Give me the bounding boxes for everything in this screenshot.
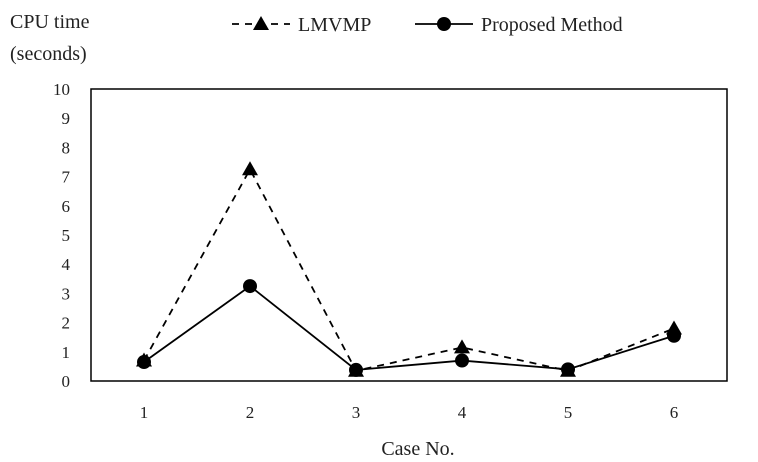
proposed-method-point-marker: [667, 328, 681, 343]
x-tick-label: 6: [670, 403, 679, 422]
y-axis-title-line1: CPU time: [10, 11, 90, 33]
y-tick-label: 5: [62, 226, 71, 245]
y-tick-label: 2: [62, 314, 71, 333]
y-tick-label: 3: [62, 284, 71, 303]
series-layer: [136, 161, 682, 377]
y-tick-label: 0: [62, 372, 71, 391]
x-tick-label: 1: [140, 403, 149, 422]
y-tick-label: 6: [62, 197, 71, 216]
y-tick-label: 4: [62, 255, 71, 274]
x-tick-label: 5: [564, 403, 573, 422]
legend: LMVMP Proposed Method: [232, 14, 623, 36]
y-tick-label: 10: [53, 80, 70, 99]
x-tick-label: 3: [352, 403, 361, 422]
y-tick-label: 8: [62, 138, 71, 157]
lmvmp-point-marker: [454, 339, 470, 354]
y-tick-label: 1: [62, 343, 71, 362]
x-tick-label: 2: [246, 403, 255, 422]
y-axis-title-line2: (seconds): [10, 43, 87, 65]
y-tick-label: 9: [62, 109, 71, 128]
lmvmp-point-marker: [242, 161, 258, 176]
legend-lmvmp-label: LMVMP: [298, 14, 371, 36]
y-tick-label: 7: [62, 168, 71, 187]
plot-area-frame: [90, 88, 728, 382]
series-line-proposed-method: [143, 284, 675, 371]
legend-proposed-circle-icon: [437, 17, 451, 31]
series-line-lmvmp: [143, 167, 675, 372]
proposed-method-point-marker: [455, 353, 469, 368]
legend-proposed-label: Proposed Method: [481, 14, 623, 36]
proposed-method-point-marker: [137, 355, 151, 370]
x-axis-ticks: 1 2 3 4 5 6: [140, 403, 679, 422]
x-axis-title: Case No.: [381, 438, 454, 460]
proposed-method-point-marker: [243, 279, 257, 294]
legend-lmvmp-triangle-icon: [253, 16, 269, 30]
proposed-method-point-marker: [349, 362, 363, 377]
proposed-method-point-marker: [561, 362, 575, 377]
x-tick-label: 4: [458, 403, 467, 422]
y-axis-ticks: 0 1 2 3 4 5 6 7 8 9 10: [53, 80, 71, 391]
